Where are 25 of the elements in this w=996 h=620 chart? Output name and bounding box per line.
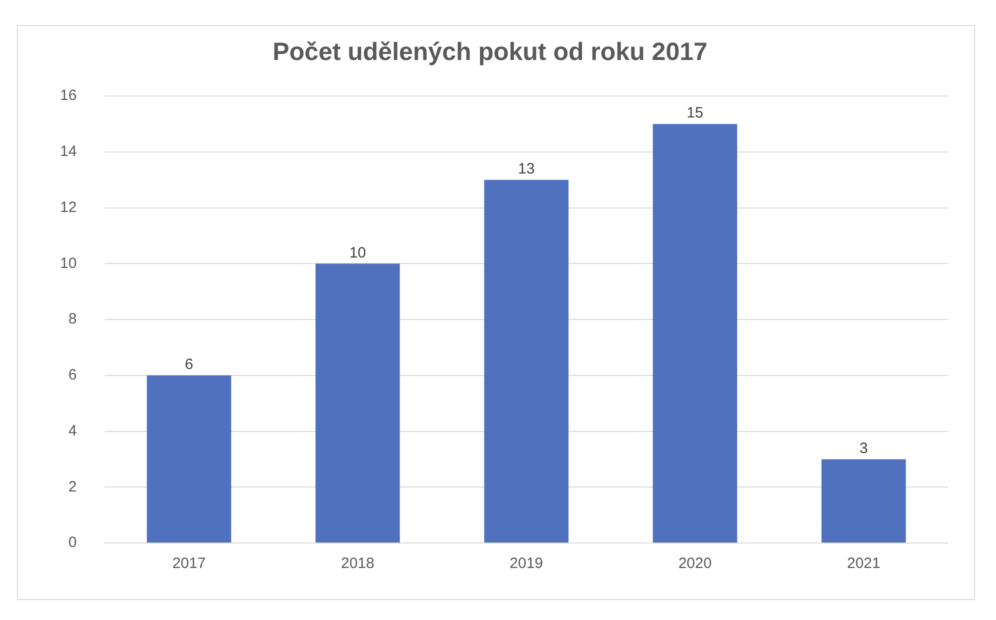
x-tick-label: 2019 <box>510 555 544 572</box>
y-tick-label: 10 <box>60 254 77 272</box>
data-label: 15 <box>686 104 704 122</box>
data-label: 10 <box>349 244 366 262</box>
y-tick-label: 2 <box>68 478 77 496</box>
data-label: 13 <box>518 160 535 178</box>
x-tick-label: 2020 <box>678 555 712 572</box>
bar <box>822 459 906 542</box>
y-tick-label: 12 <box>60 198 77 216</box>
data-label: 3 <box>859 440 868 457</box>
data-label: 6 <box>184 356 194 374</box>
bar <box>316 264 400 542</box>
y-tick-label: 0 <box>68 534 77 552</box>
x-tick-label: 2017 <box>172 555 206 572</box>
y-tick-label: 16 <box>60 87 77 104</box>
chart-title: Počet udělených pokut od roku 2017 <box>272 38 708 66</box>
y-tick-label: 8 <box>68 310 77 328</box>
y-tick-label: 4 <box>68 422 77 440</box>
bar <box>652 124 738 542</box>
x-tick-label: 2018 <box>340 555 374 572</box>
bar <box>484 180 569 542</box>
y-tick-label: 14 <box>60 143 77 160</box>
x-tick-label: 2021 <box>846 555 880 572</box>
bar <box>146 375 232 542</box>
y-tick-label: 6 <box>68 366 77 384</box>
